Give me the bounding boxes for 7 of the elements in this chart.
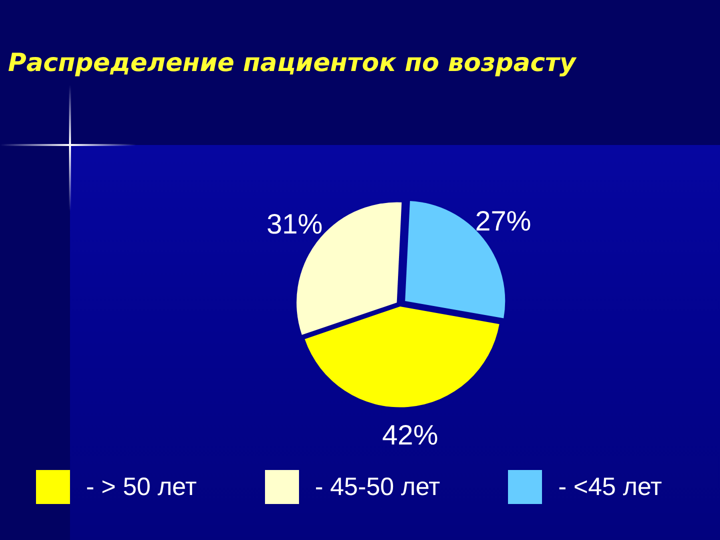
chart-title: Распределение пациенток по возрасту [8, 48, 576, 77]
data-label: 27% [475, 205, 532, 236]
data-label: 31% [266, 208, 323, 240]
legend-label: - > 50 лет [86, 472, 197, 502]
legend-label: - <45 лет [558, 472, 662, 502]
data-label: 42% [382, 419, 438, 450]
legend-label: - 45-50 лет [314, 472, 440, 502]
